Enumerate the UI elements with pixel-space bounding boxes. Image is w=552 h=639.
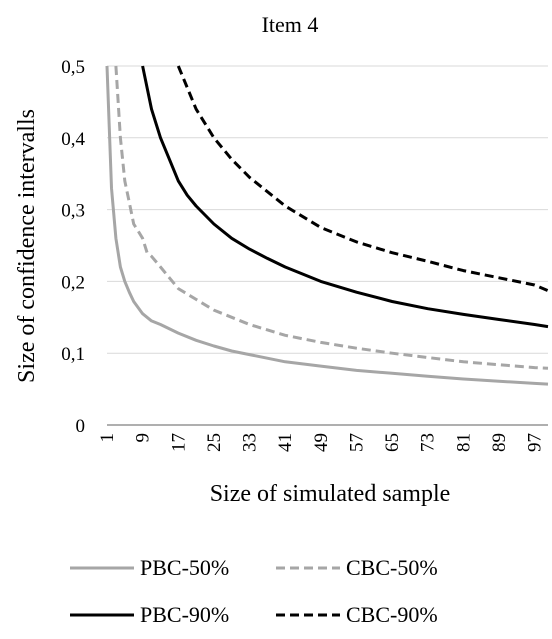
x-tick-label-9: 73 [418, 433, 439, 452]
series-line-cbc-90- [176, 65, 549, 293]
x-tick-label-8: 65 [382, 433, 403, 452]
chart-title: Item 4 [262, 12, 319, 37]
y-tick-label-4: 0,4 [61, 129, 85, 150]
x-tick-label-6: 49 [311, 433, 332, 452]
grid-lines [107, 65, 548, 354]
y-tick-labels: 0 0,1 0,2 0,3 0,4 0,5 [61, 57, 85, 437]
x-axis-title: Size of simulated sample [210, 481, 451, 507]
x-tick-label-7: 57 [346, 433, 367, 452]
series-line-cbc-50- [114, 65, 549, 370]
legend-label-pbc-50-: PBC-50% [140, 555, 229, 580]
y-tick-label-5: 0,5 [61, 57, 85, 78]
legend-label-cbc-50-: CBC-50% [346, 555, 438, 580]
y-axis-title: Size of confidence intervalls [14, 109, 40, 383]
legend-label-cbc-90-: CBC-90% [346, 602, 438, 627]
x-tick-label-1: 9 [133, 433, 154, 443]
x-tick-label-4: 33 [240, 433, 261, 452]
series-lines [105, 65, 549, 386]
y-tick-label-2: 0,2 [61, 272, 85, 293]
y-tick-label-0: 0 [76, 416, 86, 437]
legend: PBC-50% CBC-50% PBC-90% CBC-90% [70, 555, 438, 627]
x-tick-label-10: 81 [453, 433, 474, 452]
x-tick-label-3: 25 [204, 433, 225, 452]
y-tick-label-1: 0,1 [61, 344, 85, 365]
x-tick-label-2: 17 [168, 433, 189, 452]
legend-label-pbc-90-: PBC-90% [140, 602, 229, 627]
series-line-pbc-90- [141, 65, 549, 329]
x-tick-label-0: 1 [97, 433, 118, 443]
x-tick-labels: 1 9 17 25 33 41 49 57 65 73 81 89 97 [97, 433, 546, 452]
y-tick-label-3: 0,3 [61, 201, 85, 222]
series-line-pbc-50- [105, 65, 549, 386]
x-tick-label-12: 97 [525, 433, 546, 452]
x-tick-label-11: 89 [489, 433, 510, 452]
x-tick-label-5: 41 [275, 433, 296, 452]
